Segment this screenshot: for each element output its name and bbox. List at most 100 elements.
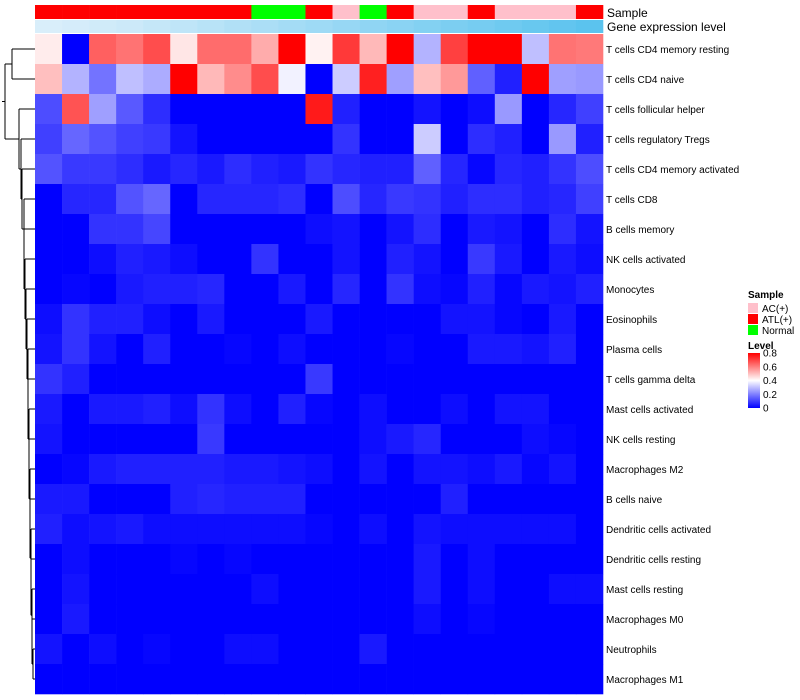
heatmap-cell bbox=[62, 124, 90, 155]
heatmap-cell bbox=[440, 544, 469, 575]
heatmap-cell bbox=[251, 454, 279, 485]
heatmap-cell bbox=[197, 424, 225, 455]
heatmap-cell bbox=[575, 364, 604, 395]
heatmap-cell bbox=[170, 574, 198, 605]
heatmap-cell bbox=[467, 244, 496, 275]
expression-annotation-cell bbox=[224, 20, 252, 33]
heatmap-cell bbox=[35, 364, 63, 395]
heatmap-cell bbox=[143, 364, 171, 395]
heatmap-cell bbox=[251, 634, 279, 665]
heatmap-cell bbox=[143, 244, 171, 275]
heatmap-cell bbox=[35, 484, 63, 515]
heatmap-cell bbox=[278, 274, 306, 305]
heatmap-cell bbox=[89, 94, 117, 125]
heatmap-cell bbox=[224, 274, 252, 305]
heatmap-cell bbox=[575, 184, 604, 215]
heatmap-cell bbox=[278, 214, 306, 245]
heatmap-cell bbox=[116, 634, 144, 665]
heatmap-cell bbox=[386, 604, 414, 635]
heatmap-cell bbox=[494, 634, 523, 665]
heatmap-cell bbox=[251, 94, 279, 125]
heatmap-cell bbox=[467, 484, 496, 515]
heatmap-cell bbox=[359, 304, 387, 335]
heatmap-cell bbox=[440, 64, 469, 95]
row-label: Dendritic cells resting bbox=[606, 555, 701, 566]
heatmap-cell bbox=[575, 634, 604, 665]
heatmap-cell bbox=[62, 154, 90, 185]
heatmap-cell bbox=[278, 334, 306, 365]
heatmap-cell bbox=[575, 544, 604, 575]
heatmap-cell bbox=[440, 334, 469, 365]
heatmap-cell bbox=[494, 424, 523, 455]
heatmap-cell bbox=[494, 244, 523, 275]
heatmap-cell bbox=[170, 604, 198, 635]
heatmap-cell bbox=[278, 124, 306, 155]
heatmap-cell bbox=[521, 664, 550, 695]
heatmap-cell bbox=[62, 34, 90, 65]
heatmap-cell bbox=[413, 334, 442, 365]
heatmap-cell bbox=[35, 274, 63, 305]
heatmap-cell bbox=[413, 514, 442, 545]
heatmap-cell bbox=[224, 604, 252, 635]
legend-level-colorbar bbox=[748, 353, 760, 408]
heatmap-cell bbox=[575, 484, 604, 515]
heatmap-cell bbox=[62, 574, 90, 605]
heatmap-cell bbox=[413, 634, 442, 665]
heatmap-cell bbox=[494, 544, 523, 575]
heatmap-cell bbox=[521, 394, 550, 425]
heatmap-cell bbox=[35, 64, 63, 95]
heatmap-cell bbox=[386, 94, 414, 125]
heatmap-cell bbox=[89, 154, 117, 185]
heatmap-cell bbox=[548, 634, 577, 665]
heatmap-cell bbox=[197, 574, 225, 605]
heatmap-cell bbox=[278, 244, 306, 275]
sample-annotation-cell bbox=[89, 5, 117, 19]
heatmap-cell bbox=[359, 34, 387, 65]
heatmap-cell bbox=[278, 634, 306, 665]
heatmap-cell bbox=[413, 94, 442, 125]
heatmap-cell bbox=[413, 154, 442, 185]
legend-level-tick: 0.6 bbox=[763, 362, 777, 373]
heatmap-cell bbox=[35, 244, 63, 275]
expression-annotation-cell bbox=[170, 20, 198, 33]
heatmap-cell bbox=[332, 424, 360, 455]
row-dendrogram bbox=[2, 48, 35, 680]
heatmap-cell bbox=[575, 394, 604, 425]
heatmap-cell bbox=[170, 214, 198, 245]
heatmap-cell bbox=[440, 394, 469, 425]
heatmap-cell bbox=[332, 34, 360, 65]
heatmap-cell bbox=[35, 604, 63, 635]
row-label: Monocytes bbox=[606, 285, 654, 296]
heatmap-cell bbox=[224, 184, 252, 215]
heatmap-cell bbox=[386, 184, 414, 215]
heatmap-cell bbox=[413, 484, 442, 515]
expression-annotation-cell bbox=[251, 20, 279, 33]
heatmap-cell bbox=[386, 154, 414, 185]
heatmap-cell bbox=[440, 424, 469, 455]
heatmap-cell bbox=[332, 604, 360, 635]
heatmap-cell bbox=[467, 664, 496, 695]
heatmap-cell bbox=[35, 454, 63, 485]
heatmap-cell bbox=[413, 544, 442, 575]
heatmap-cell bbox=[386, 64, 414, 95]
expression-annotation-bar bbox=[35, 20, 604, 33]
heatmap-cell bbox=[143, 604, 171, 635]
heatmap-cell bbox=[521, 64, 550, 95]
heatmap-cell bbox=[62, 244, 90, 275]
heatmap-cell bbox=[413, 574, 442, 605]
heatmap-cell bbox=[224, 544, 252, 575]
heatmap-cell bbox=[251, 304, 279, 335]
heatmap-cell bbox=[278, 514, 306, 545]
heatmap-cell bbox=[521, 34, 550, 65]
row-labels: T cells CD4 memory resting T cells CD4 na… bbox=[606, 45, 739, 686]
heatmap-cell bbox=[143, 634, 171, 665]
heatmap-cell bbox=[548, 184, 577, 215]
heatmap-cell bbox=[278, 424, 306, 455]
sample-annotation-cell bbox=[548, 5, 577, 19]
sample-annotation-label: Sample bbox=[607, 6, 648, 20]
heatmap-cell bbox=[224, 484, 252, 515]
sample-annotation-cell bbox=[440, 5, 469, 19]
heatmap-cell bbox=[116, 454, 144, 485]
heatmap-cell bbox=[575, 124, 604, 155]
heatmap-cell bbox=[305, 424, 333, 455]
